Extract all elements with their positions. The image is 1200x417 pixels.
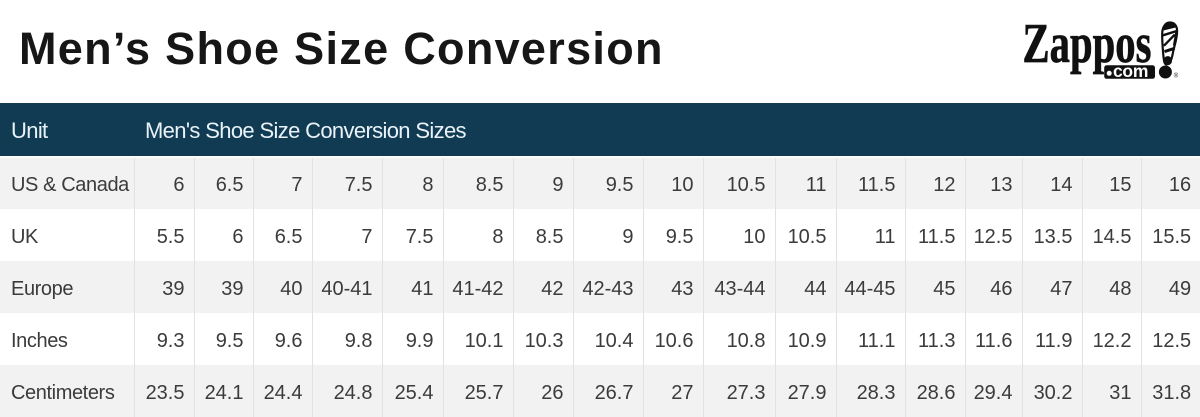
svg-text:com: com	[1113, 61, 1148, 81]
svg-text:®: ®	[1174, 73, 1179, 80]
svg-text:Zappos: Zappos	[1023, 11, 1152, 74]
